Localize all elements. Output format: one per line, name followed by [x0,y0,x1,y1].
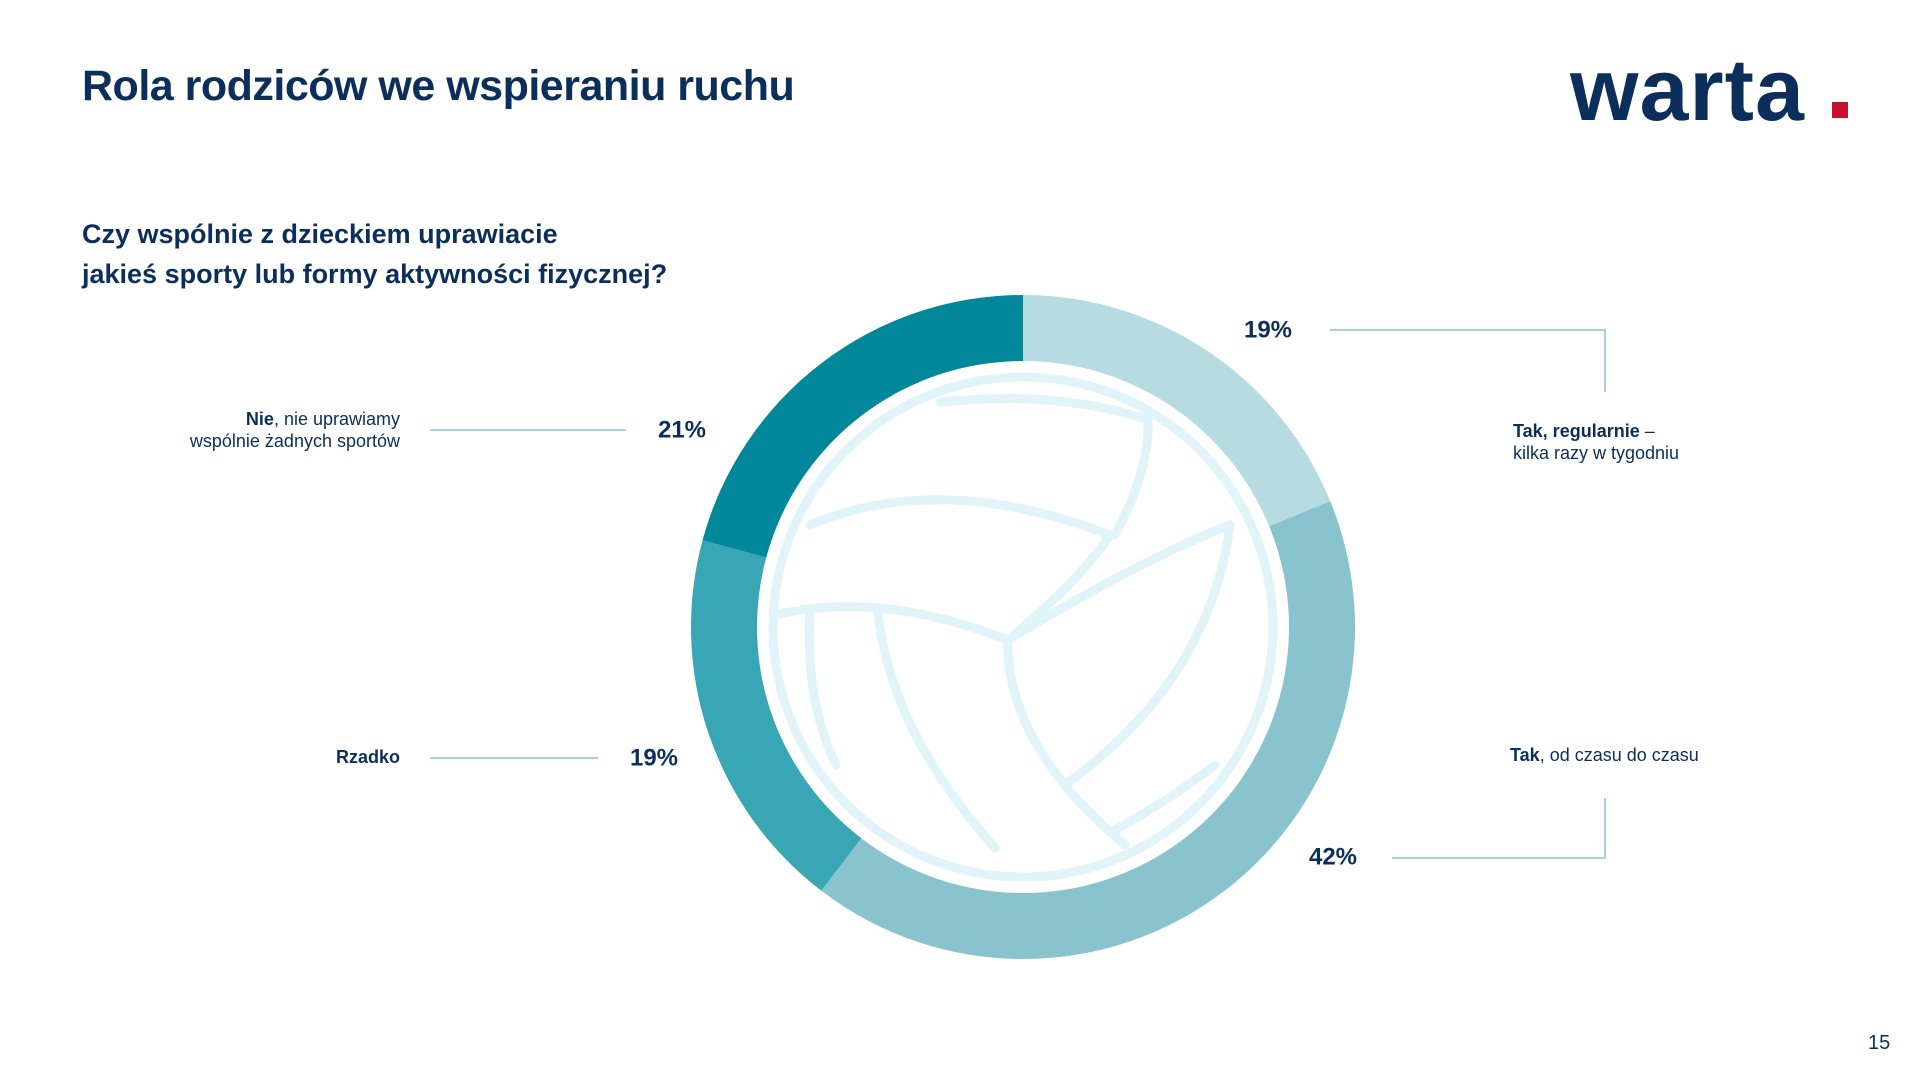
value-labels: 19% 42% 19% 21% [630,316,1357,870]
label-tak-czasem: Tak, od czasu do czasu [1510,744,1699,766]
label-tak-czasem-rest: , od czasu do czasu [1539,745,1699,765]
logo-dot [1832,102,1848,118]
page-title: Rola rodziców we wspieraniu ruchu [82,62,795,110]
label-nie-bold: Nie [245,409,274,429]
leader-line-czasem [1392,798,1606,859]
label-tak-regularnie-bold: Tak, regularnie [1513,421,1640,441]
label-tak-regularnie: Tak, regularnie – kilka razy w tygodniu [1513,420,1679,464]
label-tak-czasem-bold: Tak [1510,745,1540,765]
question-line-1: Czy wspólnie z dzieckiem uprawiacie [82,219,558,249]
leader-line-regularnie [1330,329,1606,392]
donut-slice-rzadko [691,540,862,891]
label-nie-rest: , nie uprawiamy [273,409,400,429]
warta-logo: warta [1570,40,1805,139]
label-tak-regularnie-line2: kilka razy w tygodniu [1513,443,1680,463]
question-line-2: jakieś sporty lub formy aktywności fizyc… [82,259,668,289]
label-tak-regularnie-dash: – [1639,421,1655,441]
leader-lines [430,329,1606,859]
donut-slice-tak-czasem [821,501,1355,960]
chart-question: Czy wspólnie z dzieckiem uprawiacie jaki… [82,214,702,294]
label-nie: Nie, nie uprawiamy wspólnie żadnych spor… [190,408,400,452]
page-number: 15 [1868,1032,1891,1054]
value-label-rzadko: 19% [630,744,678,771]
donut-slice-tak-regularnie [1023,295,1331,527]
label-rzadko-bold: Rzadko [335,747,400,767]
value-label-tak-regularnie: 19% [1244,316,1292,343]
value-label-nie: 21% [658,416,706,443]
volleyball-icon [768,372,1278,882]
donut-slices [691,295,1355,960]
label-nie-line2: wspólnie żadnych sportów [189,431,400,451]
value-label-tak-czasem: 42% [1309,843,1357,870]
donut-slice-nie [702,295,1023,558]
label-rzadko: Rzadko [336,746,400,768]
